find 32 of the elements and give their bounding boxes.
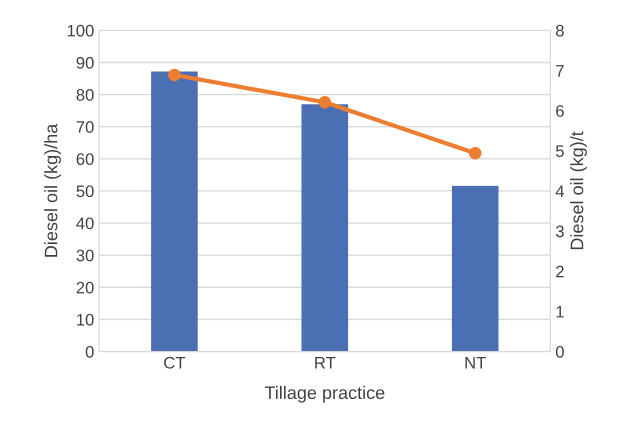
y2-tick-label: 8 [556,24,564,37]
bar [452,186,499,352]
point [318,96,332,108]
point [468,146,482,160]
y2-tick-label: 2 [556,266,564,278]
y2-axis-title: Diesel oil (kg)/t [570,131,587,250]
y-tick-label: 90 [76,56,94,69]
point [168,68,181,82]
y2-tick-label: 0 [556,346,564,358]
y-tick-label: 20 [76,282,94,294]
y-tick-label: 10 [77,314,94,326]
x-tick-label: NT [465,357,486,368]
x-tick-label: CT [164,356,186,369]
y-tick-label: 30 [76,250,94,262]
y-tick-label: 60 [76,153,94,166]
x-tick-label: RT [315,357,336,368]
y-tick-label: 80 [76,89,94,101]
y2-tick-label: 4 [556,186,564,197]
y2-tick-label: 7 [556,65,564,77]
y-tick-label: 40 [76,217,94,230]
y-tick-label: 50 [76,185,94,198]
y-tick-label: 100 [68,24,94,37]
y2-tick-label: 5 [556,145,564,158]
y2-tick-label: 1 [556,306,564,318]
y2-tick-label: 3 [556,226,564,238]
bar [151,71,198,352]
y-tick-label: 70 [76,121,94,133]
bar [301,104,348,352]
y-tick-label: 0 [86,346,94,358]
x-axis-title: Tillage practice [264,386,384,403]
y-axis-title: Diesel oil (kg)/ha [44,124,61,257]
y2-tick-label: 6 [556,105,564,117]
